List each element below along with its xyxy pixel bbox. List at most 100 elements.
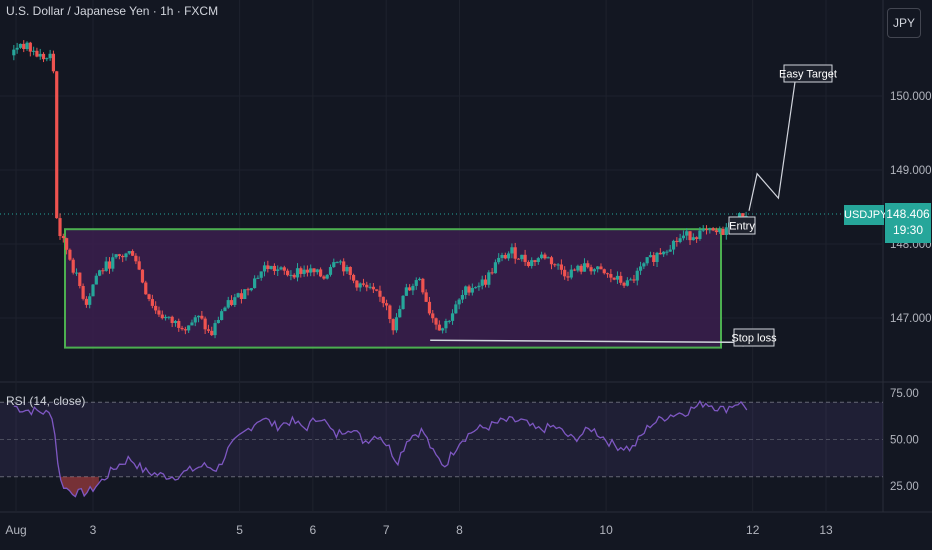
candle-body (615, 275, 620, 280)
candle-body (381, 296, 385, 304)
candle-body (295, 268, 300, 278)
candle-body (437, 324, 441, 331)
stop-loss-label-group: Stop loss (731, 328, 777, 347)
candle-body (144, 282, 148, 295)
rsi-tick-label: 25.00 (890, 481, 919, 493)
candle-body (289, 274, 293, 276)
candle-body (457, 299, 461, 305)
candle-body (533, 260, 537, 263)
current-price-value: 148.406 (886, 207, 930, 221)
candle-body (708, 228, 712, 230)
candle-body (210, 330, 214, 336)
candle-body (51, 53, 56, 72)
candle-body (602, 269, 606, 274)
candle-body (187, 325, 191, 331)
candle-body (45, 58, 49, 60)
candle-body (421, 278, 425, 293)
candle-body (256, 277, 260, 279)
candle-body (695, 237, 699, 239)
candle-body (266, 265, 270, 269)
candle-body (454, 304, 458, 314)
candle-body (638, 266, 643, 271)
candle-body (15, 47, 19, 50)
candle-body (104, 261, 108, 271)
candle-body (193, 317, 197, 323)
candle-body (474, 287, 478, 289)
candle-body (249, 288, 253, 291)
candle-body (213, 323, 217, 336)
candle-body (358, 283, 362, 288)
candle-body (55, 71, 59, 219)
candle-body (101, 270, 105, 272)
price-tick-label: 150.000 (890, 91, 932, 103)
candle-body (470, 287, 474, 293)
candle-body (163, 316, 168, 319)
candle-body (510, 247, 514, 254)
time-tick-label: 6 (310, 523, 317, 537)
candle-body (302, 269, 306, 274)
candle-body (569, 269, 573, 278)
candle-body (71, 259, 75, 273)
candle-body (625, 280, 629, 286)
candle-body (375, 289, 379, 291)
candle-body (78, 272, 82, 287)
candle-body (714, 230, 719, 233)
candle-body (196, 315, 201, 318)
candle-body (150, 299, 154, 306)
candle-body (477, 285, 481, 288)
candle-body (388, 305, 392, 320)
candle-body (328, 267, 333, 275)
rsi-tick-label: 50.00 (890, 435, 919, 447)
candle-body (605, 273, 610, 275)
candle-body (262, 265, 267, 272)
candle-body (253, 278, 257, 289)
candle-body (32, 50, 36, 52)
candle-body (170, 316, 174, 323)
candle-body (348, 266, 352, 275)
candle-body (678, 238, 682, 242)
candle-body (493, 262, 498, 274)
candle-body (394, 317, 399, 331)
candle-body (411, 285, 415, 291)
candle-body (368, 286, 372, 288)
candle-body (566, 276, 570, 278)
candle-body (579, 265, 583, 272)
candle-body (322, 276, 326, 279)
candle-body (88, 296, 92, 305)
candle-body (48, 53, 52, 59)
candle-body (12, 49, 16, 56)
candle-body (691, 237, 695, 241)
candle-body (309, 268, 313, 273)
candle-body (408, 287, 412, 291)
candle-body (612, 277, 616, 280)
candle-body (553, 264, 557, 266)
candle-body (655, 252, 659, 263)
candle-body (516, 258, 521, 260)
candle-body (704, 228, 709, 230)
candle-body (81, 286, 85, 299)
candle-body (427, 301, 432, 314)
candle-body (507, 253, 511, 259)
candle-body (121, 255, 125, 258)
candle-body (134, 255, 138, 262)
currency-button[interactable]: JPY (887, 8, 921, 38)
candle-body (592, 269, 596, 272)
candle-body (22, 43, 26, 50)
price-tick-label: 147.000 (890, 313, 932, 325)
candle-body (61, 236, 65, 239)
candle-body (622, 282, 626, 286)
candle-body (233, 297, 237, 305)
candle-body (648, 255, 653, 258)
time-tick-label: 8 (456, 523, 463, 537)
candle-body (279, 267, 283, 270)
candle-body (619, 275, 623, 283)
candle-body (28, 42, 32, 52)
easy-target-label-group: Easy Target (779, 64, 837, 83)
candle-body (41, 53, 46, 60)
candle-body (38, 53, 42, 57)
candle-body (543, 254, 547, 259)
candle-body (203, 318, 207, 330)
candle-body (398, 308, 402, 318)
candle-body (685, 231, 689, 236)
